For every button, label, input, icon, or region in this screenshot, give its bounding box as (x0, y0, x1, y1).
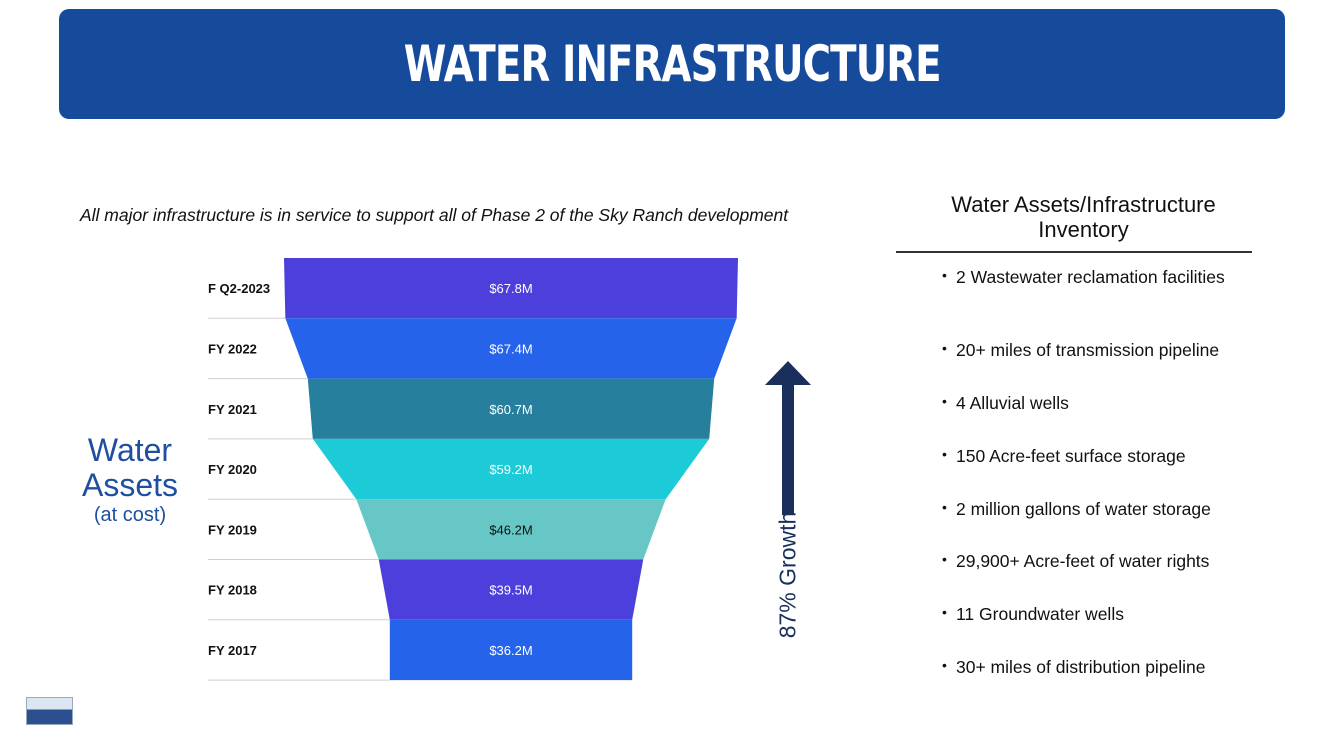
funnel-segment (356, 499, 666, 560)
funnel-segment (378, 559, 644, 620)
side-label-line1: Water (87, 432, 173, 468)
water-assets-label: Water Assets (at cost) (60, 434, 200, 525)
category-label: FY 2020 (208, 462, 257, 477)
value-label: $67.4M (489, 341, 532, 356)
inventory-title: Water Assets/Infrastructure Inventory (896, 192, 1271, 243)
inventory-item: 11 Groundwater wells (940, 604, 1276, 624)
inventory-item: 30+ miles of distribution pipeline (940, 657, 1276, 677)
value-label: $67.8M (489, 281, 532, 296)
funnel-segment (285, 318, 737, 379)
funnel-segment (307, 378, 715, 439)
funnel-segment (389, 619, 633, 681)
inventory-item: 4 Alluvial wells (940, 393, 1276, 413)
value-label: $39.5M (489, 583, 532, 598)
growth-label: 87% Growth (774, 511, 801, 639)
inventory-item: 2 million gallons of water storage (940, 499, 1276, 519)
category-label: F Q2-2023 (208, 281, 270, 296)
inventory-item: 29,900+ Acre-feet of water rights (940, 551, 1276, 571)
funnel-segment (312, 438, 710, 500)
category-label: FY 2021 (208, 402, 257, 417)
side-label-line3: (at cost) (93, 504, 167, 526)
value-label: $46.2M (489, 522, 532, 537)
company-logo-icon (26, 697, 73, 725)
inventory-title-line2: Inventory (1038, 217, 1129, 243)
category-label: FY 2022 (208, 341, 257, 356)
value-label: $60.7M (489, 402, 532, 417)
inventory-item: 2 Wastewater reclamation facilities (940, 267, 1276, 287)
category-label: FY 2017 (208, 643, 257, 658)
inventory-item: 20+ miles of transmission pipeline (940, 340, 1276, 360)
inventory-title-line1: Water Assets/Infrastructure (951, 192, 1216, 217)
subtitle: All major infrastructure is in service t… (80, 205, 789, 225)
page-title: WATER INFRASTRUCTURE (403, 35, 941, 93)
side-label-line2: Assets (81, 467, 179, 503)
growth-arrow-shaft (782, 383, 794, 515)
growth-arrow-icon (765, 361, 811, 385)
category-label: FY 2018 (208, 583, 257, 598)
value-label: $59.2M (489, 462, 532, 477)
value-label: $36.2M (489, 643, 532, 658)
inventory-item: 150 Acre-feet surface storage (940, 446, 1276, 466)
inventory-divider (896, 251, 1252, 253)
category-label: FY 2019 (208, 522, 257, 537)
title-banner: WATER INFRASTRUCTURE (59, 9, 1285, 119)
funnel-segment (284, 258, 738, 319)
